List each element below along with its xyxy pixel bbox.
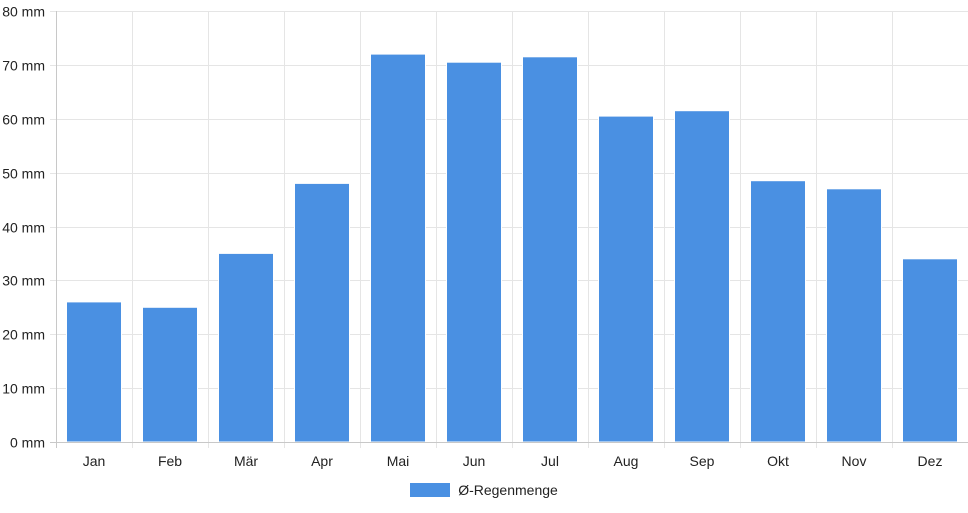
bar-feb[interactable] (142, 306, 198, 443)
x-tick-label: Dez (918, 453, 943, 469)
y-tick-label: 20 mm (2, 327, 45, 343)
bar-mai[interactable] (370, 53, 426, 443)
y-axis-tick-labels: 0 mm 10 mm 20 mm 30 mm 40 mm 50 mm 60 mm 70 mm 8… (2, 4, 45, 451)
x-tick-label: Mär (234, 453, 258, 469)
y-tick-label: 70 mm (2, 58, 45, 74)
bars (66, 53, 958, 443)
x-tick-label: Apr (311, 453, 333, 469)
bar-aug[interactable] (598, 115, 654, 443)
y-tick-label: 50 mm (2, 166, 45, 182)
bar-nov[interactable] (826, 188, 882, 443)
y-tick-label: 10 mm (2, 381, 45, 397)
bar-jun[interactable] (446, 61, 502, 443)
x-tick-label: Feb (158, 453, 182, 469)
x-tick-label: Jun (463, 453, 486, 469)
grid-lines (50, 11, 968, 448)
y-tick-label: 0 mm (10, 435, 45, 451)
y-tick-label: 30 mm (2, 273, 45, 289)
legend[interactable]: Ø-Regenmenge (0, 480, 968, 500)
x-tick-label: Sep (690, 453, 715, 469)
legend-label: Ø-Regenmenge (458, 482, 558, 498)
axes (50, 11, 968, 448)
y-tick-label: 60 mm (2, 112, 45, 128)
bar-jan[interactable] (66, 301, 122, 443)
legend-swatch (410, 483, 451, 497)
y-tick-label: 40 mm (2, 220, 45, 236)
x-tick-label: Aug (614, 453, 639, 469)
x-tick-label: Jan (83, 453, 106, 469)
x-tick-label: Mai (387, 453, 410, 469)
bar-mär[interactable] (218, 252, 274, 443)
y-tick-label: 80 mm (2, 4, 45, 20)
x-tick-label: Jul (541, 453, 559, 469)
x-axis-tick-labels: Jan Feb Mär Apr Mai Jun Jul Aug Sep Okt Nov Dez (83, 453, 943, 469)
bar-jul[interactable] (522, 56, 578, 443)
x-tick-label: Nov (842, 453, 867, 469)
bar-okt[interactable] (750, 180, 806, 443)
bar-apr[interactable] (294, 182, 350, 443)
x-tick-label: Okt (767, 453, 789, 469)
bar-sep[interactable] (674, 110, 730, 443)
bar-dez[interactable] (902, 258, 958, 443)
